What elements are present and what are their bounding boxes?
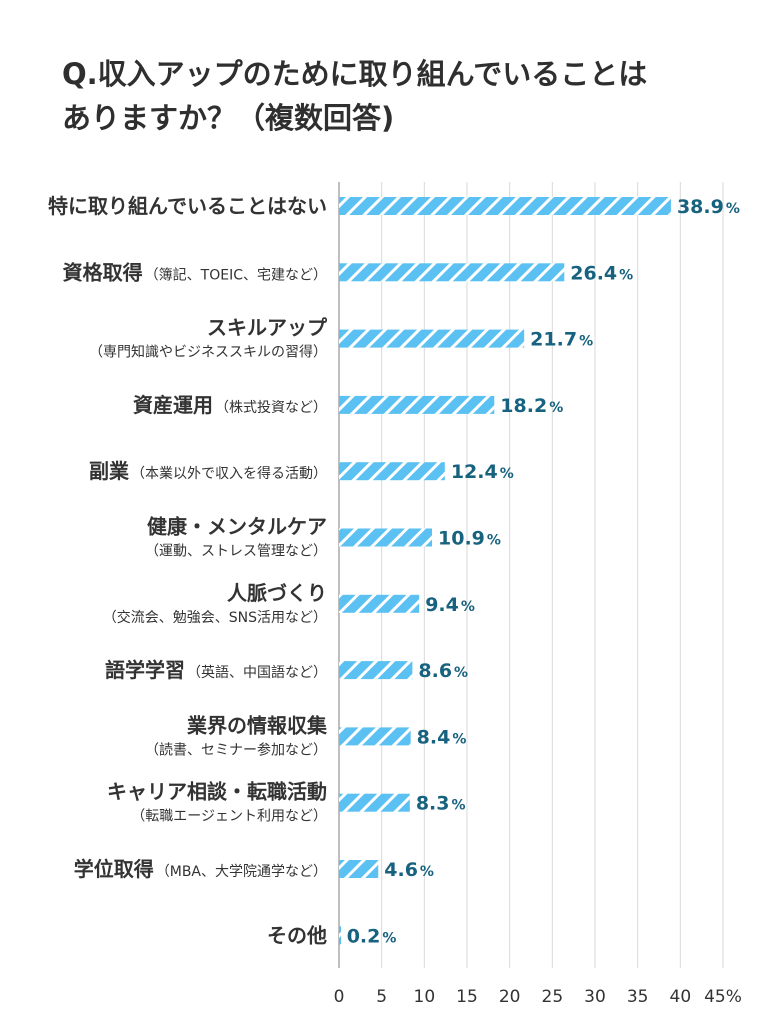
- value-number: 10.9: [438, 528, 485, 550]
- chart-title-line-1: Q.収入アップのために取り組んでいることは: [62, 57, 648, 91]
- value-percent-sign: %: [452, 731, 466, 747]
- category-sublabel: （株式投資など）: [215, 400, 327, 416]
- x-tick-label: 35: [627, 987, 649, 1007]
- category-sublabel: （運動、ストレス管理など）: [145, 544, 327, 560]
- x-tick-label: 40: [670, 987, 692, 1007]
- category-label: 資格取得 （簿記、TOEIC、宅建など）: [63, 260, 327, 284]
- bar: [339, 860, 379, 878]
- category-sublabel: （MBA、大学院通学など）: [156, 864, 327, 880]
- category-main: 副業: [89, 459, 130, 483]
- x-tick-label: 20: [499, 987, 521, 1007]
- value-labels: 38.9 %26.4 %21.7 %18.2 %12.4 %10.9 %9.4 %8.6 %8.…: [347, 196, 740, 947]
- bar: [339, 528, 433, 547]
- value-percent-sign: %: [726, 201, 740, 217]
- value-number: 12.4: [451, 461, 498, 483]
- value-percent-sign: %: [454, 665, 468, 681]
- value-number: 0.2: [347, 925, 381, 947]
- x-axis-ticks: 0 5 10 15 20 25 30 35 40 45%: [334, 987, 742, 1007]
- category-sublabel: （読書、セミナー参加など）: [145, 741, 327, 758]
- category-label: 副業 （本業以外で収入を得る活動）: [89, 459, 327, 483]
- category-label: 学位取得 （MBA、大学院通学など）: [74, 857, 327, 881]
- value-percent-sign: %: [487, 533, 501, 549]
- category-label: 資産運用 （株式投資など）: [133, 393, 327, 417]
- x-tick-label: 0: [334, 987, 345, 1007]
- x-tick-label: 10: [414, 987, 436, 1007]
- value-label: 8.3%: [416, 793, 466, 815]
- value-number: 8.3: [416, 793, 450, 815]
- x-tick-label: 45%: [704, 987, 742, 1007]
- bar: [339, 263, 565, 282]
- x-tick-label: 30: [584, 987, 606, 1007]
- value-number: 21.7: [530, 329, 577, 351]
- category-main: その他: [267, 923, 327, 947]
- category-main: 資格取得: [63, 260, 143, 284]
- value-number: 38.9: [677, 196, 724, 218]
- value-label: 12.4%: [451, 461, 514, 483]
- category-label: その他: [267, 923, 327, 947]
- bar: [339, 661, 413, 680]
- value-label: 8.6%: [418, 660, 468, 682]
- value-number: 8.4: [417, 726, 451, 748]
- value-percent-sign: %: [451, 798, 465, 814]
- bar: [339, 197, 671, 215]
- category-label: キャリア相談・転職活動: [107, 780, 327, 804]
- value-number: 4.6: [384, 859, 418, 881]
- value-number: 8.6: [418, 660, 452, 682]
- value-label: 10.9%: [438, 528, 501, 550]
- bar: [339, 727, 411, 746]
- category-label: スキルアップ: [207, 316, 328, 340]
- category-main: 資産運用: [133, 393, 213, 417]
- category-sublabel: （専門知識やビジネススキルの習得）: [89, 344, 327, 361]
- value-percent-sign: %: [500, 466, 514, 482]
- value-percent-sign: %: [579, 334, 593, 350]
- value-percent-sign: %: [382, 930, 396, 946]
- value-percent-sign: %: [549, 400, 563, 416]
- category-sublabel: （簿記、TOEIC、宅建など）: [145, 266, 327, 283]
- x-tick-label: 5: [376, 987, 387, 1007]
- value-label: 18.2%: [500, 395, 563, 417]
- grid-lines: [338, 182, 724, 968]
- category-sublabel: （本業以外で収入を得る活動）: [131, 465, 327, 482]
- value-label: 4.6%: [384, 859, 434, 881]
- bar: [339, 793, 410, 812]
- value-number: 18.2: [500, 395, 547, 417]
- category-label: 人脈づくり: [227, 581, 327, 605]
- category-sublabel: （転職エージェント利用など）: [131, 809, 327, 825]
- bar: [339, 594, 420, 613]
- x-tick-label: 15: [456, 987, 478, 1007]
- chart-title: Q.収入アップのために取り組んでいることは ありますか？（複数回答): [62, 52, 742, 140]
- category-sublabel: （交流会、勉強会、SNS活用など）: [103, 609, 327, 626]
- value-label: 21.7%: [530, 329, 593, 351]
- bars: [339, 197, 671, 945]
- value-label: 8.4%: [417, 726, 467, 748]
- bar: [339, 329, 525, 348]
- category-sublabel: （英語、中国語など）: [187, 664, 327, 681]
- value-label: 9.4%: [425, 594, 475, 616]
- value-label: 0.2%: [347, 925, 397, 947]
- bar: [339, 462, 445, 481]
- x-tick-label: 25: [542, 987, 564, 1007]
- value-label: 26.4%: [570, 262, 633, 284]
- category-main: 学位取得: [74, 857, 154, 881]
- category-main: 特に取り組んでいることはない: [48, 194, 327, 218]
- value-label: 38.9%: [677, 196, 740, 218]
- category-label: 健康・メンタルケア: [147, 515, 327, 539]
- value-percent-sign: %: [461, 599, 475, 615]
- value-percent-sign: %: [619, 267, 633, 283]
- category-label: 語学学習 （英語、中国語など）: [105, 658, 327, 682]
- chart-title-line-2: ありますか？（複数回答): [62, 101, 395, 135]
- value-percent-sign: %: [420, 864, 434, 880]
- bar: [339, 395, 495, 414]
- category-label: 特に取り組んでいることはない: [48, 194, 327, 218]
- value-number: 26.4: [570, 262, 617, 284]
- value-number: 9.4: [425, 594, 459, 616]
- bar: [339, 926, 341, 945]
- category-label: 業界の情報収集: [187, 713, 328, 737]
- category-main: 語学学習: [105, 658, 185, 682]
